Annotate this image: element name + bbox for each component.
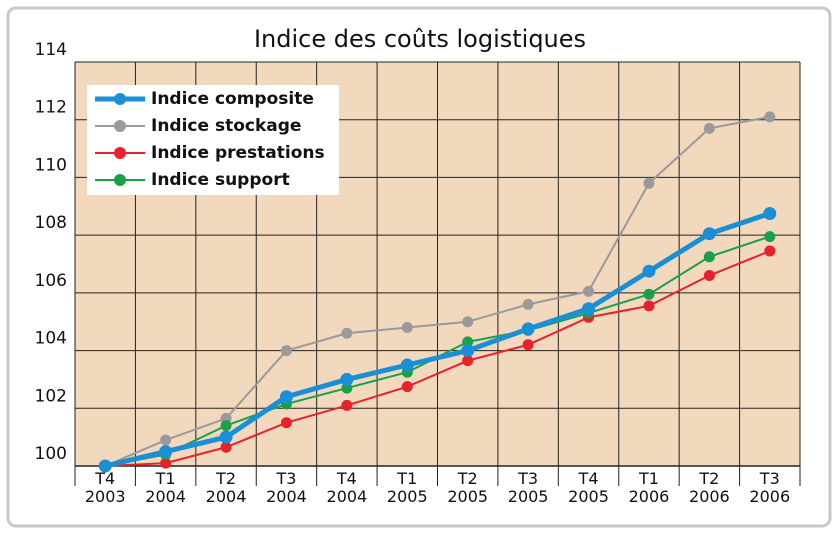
point [219,430,233,444]
point [643,300,655,312]
y-tick-label: 108 [35,213,67,233]
series-line [104,211,771,469]
point [522,298,534,310]
point [462,355,474,367]
legend-label: Indice stockage [151,116,301,136]
point [764,111,776,123]
point [582,302,596,316]
legend-label: Indice composite [151,89,314,109]
point [703,270,715,282]
x-tick-label: T3 2006 [749,469,791,506]
point [462,316,474,328]
point [702,227,716,241]
series-line [105,250,771,467]
x-tick-label: T2 2006 [689,469,730,506]
y-tick-label: 112 [35,98,67,118]
y-tick-label: 110 [35,155,67,175]
legend-marker [114,147,126,159]
point [279,390,293,404]
x-tick-label: T1 2005 [386,469,428,506]
legend-box [87,85,339,195]
legend-marker [114,174,126,186]
legend-marker [114,120,126,132]
legend-label: Indice support [151,170,290,190]
point [643,177,655,189]
point [400,358,414,372]
y-tick-label: 100 [35,444,67,464]
x-tick-label: T3 2005 [507,469,549,506]
y-tick-label: 102 [35,386,67,406]
point [98,459,112,473]
point [159,445,173,459]
series-line [104,115,770,467]
chart-title: Indice des coûts logistiques [254,25,586,53]
point [340,372,354,386]
point [764,231,776,243]
x-tick-label: T1 2006 [628,469,670,506]
point [462,336,474,348]
x-tick-label: T1 2004 [145,469,186,506]
point [220,441,232,453]
x-tick-label: T2 2004 [205,469,247,506]
point [703,251,715,263]
point [341,399,353,411]
legend-marker [114,93,126,105]
point [583,285,595,297]
legend-label: Indice prestations [151,143,325,163]
point [642,264,656,278]
x-tick-label: T4 2005 [568,469,609,506]
point [401,381,413,393]
point [703,122,715,134]
point [341,327,353,339]
point [522,339,534,351]
y-tick-label: 104 [35,329,67,349]
point [280,345,292,357]
x-tick-label: T4 2004 [326,469,368,506]
x-tick-label: T4 2003 [84,469,126,506]
point [401,321,413,333]
x-tick-label: T2 2005 [447,469,489,506]
point [160,457,172,469]
point [341,382,353,394]
point [461,344,475,358]
point [160,434,172,446]
point [764,245,776,257]
y-tick-label: 114 [35,40,67,60]
point [763,207,777,220]
point [220,420,232,432]
x-tick-label: T3 2004 [266,469,307,506]
y-tick-label: 106 [35,271,67,291]
point [521,322,535,336]
point [280,417,292,429]
point [643,288,655,300]
